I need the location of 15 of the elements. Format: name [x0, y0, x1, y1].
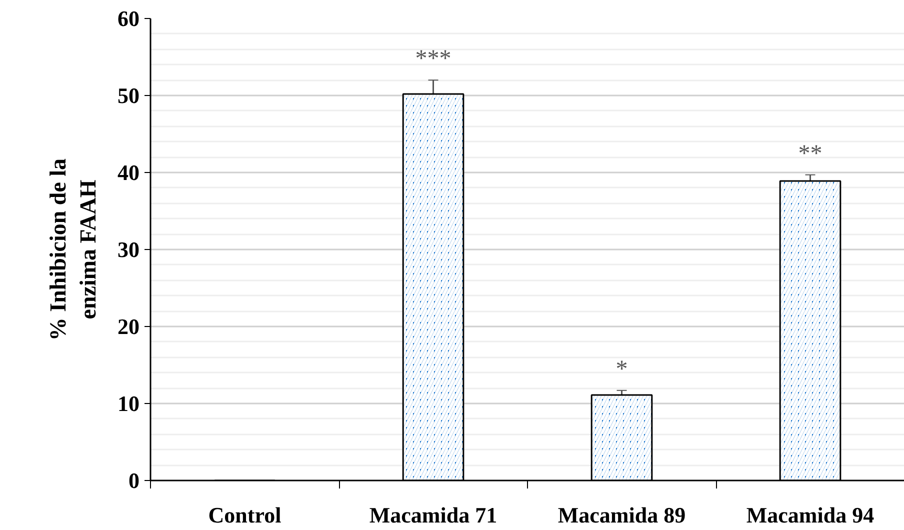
y-tick-label: 40 [118, 160, 140, 185]
y-tick-label: 0 [128, 468, 140, 493]
x-tick-label: Control [208, 502, 282, 528]
annotation: * [616, 356, 628, 382]
y-tick-label: 50 [118, 83, 140, 108]
x-tick-label: Macamida 94 [746, 502, 874, 528]
y-tick-label: 10 [118, 391, 140, 416]
annotation: ** [798, 140, 822, 167]
x-tick-label: Macamida 71 [369, 502, 498, 528]
annotation: *** [415, 46, 452, 72]
y-tick-label: 20 [118, 314, 140, 339]
y-tick-label: 30 [118, 237, 140, 262]
y-axis-title: % Inhibicion de la enzima FAAH [46, 158, 100, 341]
y-tick-label: 60 [118, 6, 140, 31]
x-tick-label: Macamida 89 [558, 502, 686, 528]
